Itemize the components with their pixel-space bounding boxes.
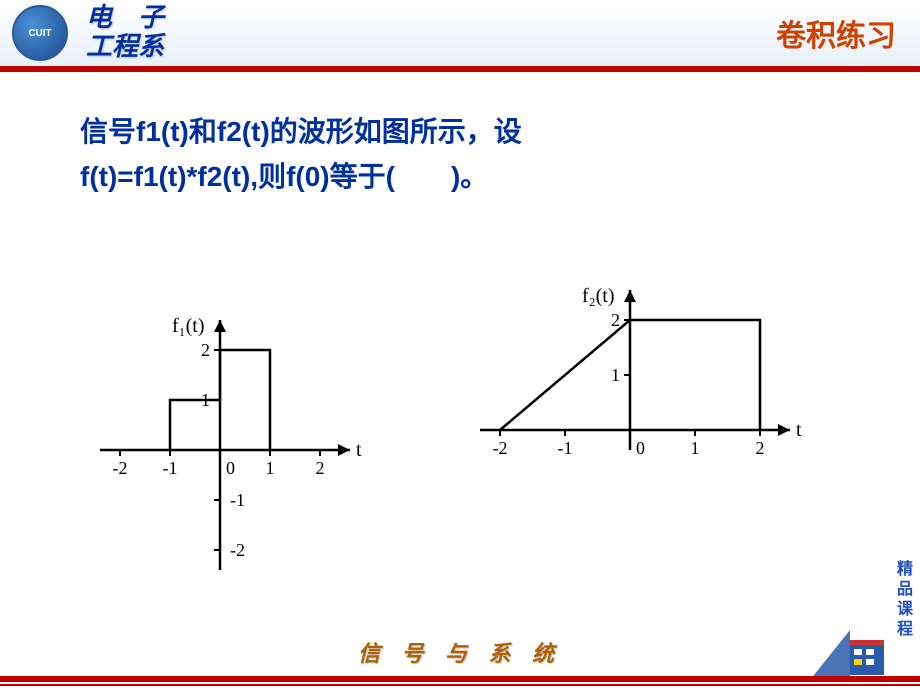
svg-text:-1: -1: [558, 438, 573, 458]
page-title: 卷积练习: [776, 11, 896, 55]
footer-course-name: 信 号 与 系 统: [358, 636, 562, 668]
q-part: f(0): [286, 161, 330, 192]
svg-text:f₁(t): f₁(t): [172, 315, 205, 337]
charts-row: f₁(t) t -2 -1 0 1 2 1 2 -1 -2 f₂(t) t -2 -1 0 1 2 1 2: [70, 260, 860, 595]
svg-text:f₂(t): f₂(t): [582, 285, 615, 307]
q-part: 等于( )。: [330, 161, 489, 192]
q-part: f1(t): [136, 116, 189, 147]
svg-text:0: 0: [226, 458, 235, 478]
svg-text:2: 2: [316, 458, 325, 478]
svg-text:2: 2: [611, 310, 620, 330]
svg-text:-1: -1: [163, 458, 178, 478]
svg-text:1: 1: [266, 458, 275, 478]
side-label: 精品课程: [890, 560, 914, 640]
svg-text:2: 2: [201, 340, 210, 360]
svg-text:-2: -2: [113, 458, 128, 478]
university-logo: CUIT: [12, 5, 68, 61]
q-part: ,则: [250, 161, 286, 192]
q-part: f(t)=f1(t)*f2(t): [80, 161, 250, 192]
q-part: 的波形如图所示，设: [270, 116, 522, 147]
q-part: 和: [189, 116, 217, 147]
department-title: 电 子 工程系: [86, 4, 164, 61]
content-area: 信号f1(t)和f2(t)的波形如图所示，设 f(t)=f1(t)*f2(t),…: [0, 70, 920, 595]
svg-text:0: 0: [636, 438, 645, 458]
header-bar: CUIT 电 子 工程系 卷积练习: [0, 0, 920, 70]
svg-text:1: 1: [611, 365, 620, 385]
svg-text:-2: -2: [493, 438, 508, 458]
chart-f1-svg: f₁(t)t-2-101212-1-2: [70, 260, 400, 590]
svg-text:2: 2: [756, 438, 765, 458]
dept-line2: 工程系: [86, 33, 164, 62]
logo-text: CUIT: [28, 28, 51, 39]
chart-f2: f₂(t) t -2 -1 0 1 2 1 2: [430, 260, 850, 595]
footer-rule: [0, 676, 920, 682]
chart-f2-svg: f₂(t) t -2 -1 0 1 2 1 2: [430, 260, 850, 590]
chart-f1: f₁(t)t-2-101212-1-2: [70, 260, 400, 595]
svg-text:1: 1: [691, 438, 700, 458]
footer-rule-thin: [0, 684, 920, 686]
svg-text:-2: -2: [230, 540, 245, 560]
dept-line1: 电 子: [86, 4, 164, 33]
svg-text:-1: -1: [230, 490, 245, 510]
svg-text:t: t: [796, 419, 802, 441]
q-part: f2(t): [217, 116, 270, 147]
svg-text:t: t: [356, 439, 362, 461]
q-part: 信号: [80, 116, 136, 147]
question-text: 信号f1(t)和f2(t)的波形如图所示，设 f(t)=f1(t)*f2(t),…: [80, 110, 860, 200]
footer: 信 号 与 系 统: [0, 650, 920, 690]
